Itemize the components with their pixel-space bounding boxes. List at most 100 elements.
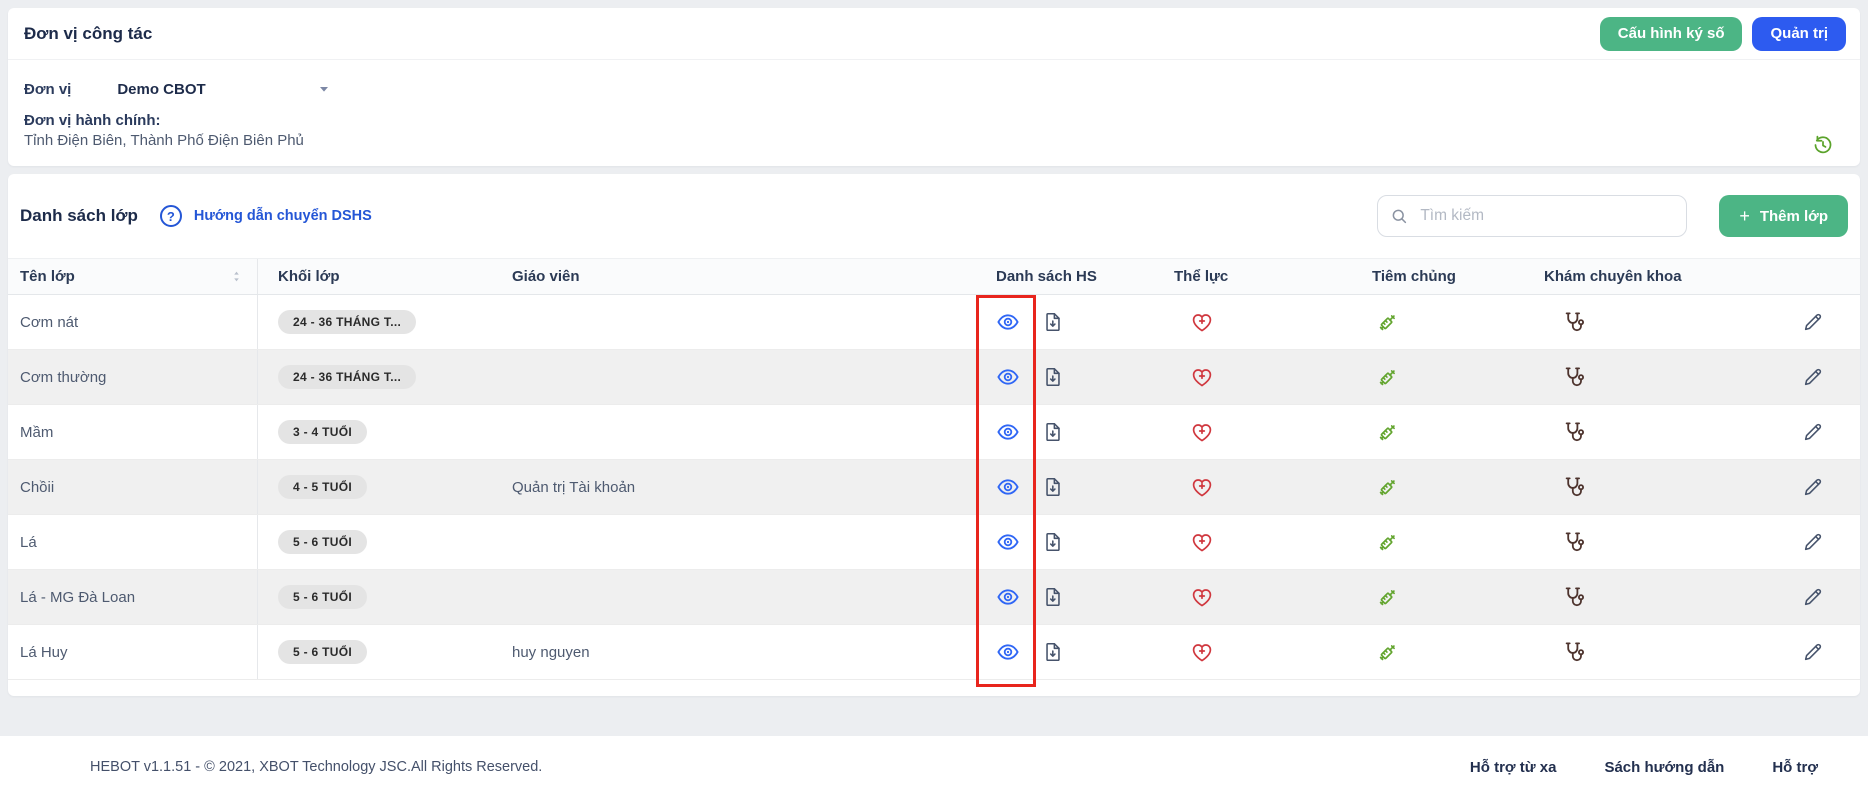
table-row: Cơm thường 24 - 36 THÁNG T... [8, 350, 1860, 405]
table-row: Lá Huy 5 - 6 TUỔI huy nguyen [8, 625, 1860, 680]
specialist-stethoscope-icon[interactable] [1562, 475, 1586, 499]
refresh-history-icon[interactable] [1812, 134, 1834, 156]
fitness-heart-icon[interactable] [1190, 585, 1214, 609]
view-students-eye-icon[interactable] [996, 640, 1020, 664]
specialist-stethoscope-icon[interactable] [1562, 640, 1586, 664]
search-input[interactable] [1420, 207, 1675, 225]
table-row: Cơm nát 24 - 36 THÁNG T... [8, 295, 1860, 350]
specialist-stethoscope-icon[interactable] [1562, 365, 1586, 389]
grade-badge: 24 - 36 THÁNG T... [278, 310, 417, 334]
table-row: Lá - MG Đà Loan 5 - 6 TUỔI [8, 570, 1860, 625]
class-name: Lá [20, 533, 37, 551]
support-link[interactable]: Hỗ trợ [1772, 758, 1818, 776]
specialist-stethoscope-icon[interactable] [1562, 420, 1586, 444]
class-name: Lá Huy [20, 643, 68, 661]
unit-label: Đơn vị [24, 80, 72, 98]
col-header-class-name: Tên lớp [20, 268, 75, 285]
unit-select-value[interactable]: Demo CBOT [117, 80, 206, 98]
view-students-eye-icon[interactable] [996, 475, 1020, 499]
class-name: Chồii [20, 478, 55, 496]
class-name: Mầm [20, 423, 54, 441]
vaccination-syringe-icon[interactable] [1376, 640, 1400, 664]
grade-badge: 4 - 5 TUỔI [278, 475, 368, 499]
vaccination-syringe-icon[interactable] [1376, 420, 1400, 444]
copyright-text: HEBOT v1.1.51 - © 2021, XBOT Technology … [90, 759, 543, 775]
export-file-icon[interactable] [1042, 421, 1064, 443]
specialist-stethoscope-icon[interactable] [1562, 310, 1586, 334]
work-unit-header: Đơn vị công tác Cấu hình ký số Quản trị [8, 8, 1860, 60]
fitness-heart-icon[interactable] [1190, 365, 1214, 389]
grade-badge: 5 - 6 TUỔI [278, 585, 368, 609]
admin-button[interactable]: Quản trị [1752, 16, 1846, 51]
col-header-specialist: Khám chuyên khoa [1544, 268, 1682, 285]
col-header-student-list: Danh sách HS [996, 268, 1097, 285]
table-header-row: Tên lớp Khối lớp Giáo viên Danh sách HS … [8, 258, 1860, 295]
admin-unit-label: Đơn vị hành chính: [24, 112, 161, 129]
class-name: Cơm thường [20, 368, 107, 386]
specialist-stethoscope-icon[interactable] [1562, 585, 1586, 609]
vaccination-syringe-icon[interactable] [1376, 475, 1400, 499]
col-header-fitness: Thể lực [1174, 268, 1229, 285]
plus-icon: + [1739, 205, 1750, 226]
view-students-eye-icon[interactable] [996, 585, 1020, 609]
class-list-card: Danh sách lớp ? Hướng dẫn chuyển DSHS + … [8, 174, 1860, 696]
section-title: Danh sách lớp [20, 206, 138, 225]
view-students-eye-icon[interactable] [996, 530, 1020, 554]
vaccination-syringe-icon[interactable] [1376, 310, 1400, 334]
table-body: Cơm nát 24 - 36 THÁNG T... Cơm thường 24… [8, 295, 1860, 680]
fitness-heart-icon[interactable] [1190, 475, 1214, 499]
page-title: Đơn vị công tác [24, 23, 153, 43]
table-row: Lá 5 - 6 TUỔI [8, 515, 1860, 570]
view-students-eye-icon[interactable] [996, 310, 1020, 334]
sort-icon[interactable] [230, 270, 243, 283]
table-row: Chồii 4 - 5 TUỔI Quản trị Tài khoản [8, 460, 1860, 515]
transfer-guide-link[interactable]: Hướng dẫn chuyển DSHS [193, 208, 372, 224]
grade-badge: 5 - 6 TUỔI [278, 640, 368, 664]
edit-pencil-icon[interactable] [1802, 421, 1824, 443]
export-file-icon[interactable] [1042, 586, 1064, 608]
search-box[interactable] [1377, 195, 1688, 237]
class-name: Cơm nát [20, 313, 79, 331]
work-unit-card: Đơn vị công tác Cấu hình ký số Quản trị … [8, 8, 1860, 166]
edit-pencil-icon[interactable] [1802, 586, 1824, 608]
col-header-teacher: Giáo viên [512, 268, 580, 285]
grade-badge: 24 - 36 THÁNG T... [278, 365, 417, 389]
question-circle-icon[interactable]: ? [159, 205, 182, 227]
edit-pencil-icon[interactable] [1802, 641, 1824, 663]
grade-badge: 5 - 6 TUỔI [278, 530, 368, 554]
edit-pencil-icon[interactable] [1802, 531, 1824, 553]
fitness-heart-icon[interactable] [1190, 640, 1214, 664]
admin-unit-value: Tỉnh Điện Biên, Thành Phố Điện Biên Phủ [24, 132, 304, 149]
grade-badge: 3 - 4 TUỔI [278, 420, 368, 444]
export-file-icon[interactable] [1042, 476, 1064, 498]
export-file-icon[interactable] [1042, 366, 1064, 388]
remote-support-link[interactable]: Hỗ trợ từ xa [1469, 758, 1557, 776]
add-class-button[interactable]: + Thêm lớp [1719, 195, 1848, 237]
fitness-heart-icon[interactable] [1190, 310, 1214, 334]
vaccination-syringe-icon[interactable] [1376, 585, 1400, 609]
sign-config-button[interactable]: Cấu hình ký số [1599, 16, 1743, 51]
col-header-grade: Khối lớp [278, 268, 340, 285]
col-header-vaccination: Tiêm chủng [1372, 268, 1456, 285]
edit-pencil-icon[interactable] [1802, 476, 1824, 498]
specialist-stethoscope-icon[interactable] [1562, 530, 1586, 554]
footer: HEBOT v1.1.51 - © 2021, XBOT Technology … [0, 736, 1868, 798]
edit-pencil-icon[interactable] [1802, 366, 1824, 388]
vaccination-syringe-icon[interactable] [1376, 365, 1400, 389]
manual-link[interactable]: Sách hướng dẫn [1604, 758, 1725, 776]
teacher-name: huy nguyen [512, 643, 590, 661]
export-file-icon[interactable] [1042, 641, 1064, 663]
fitness-heart-icon[interactable] [1190, 530, 1214, 554]
export-file-icon[interactable] [1042, 531, 1064, 553]
view-students-eye-icon[interactable] [996, 420, 1020, 444]
fitness-heart-icon[interactable] [1190, 420, 1214, 444]
edit-pencil-icon[interactable] [1802, 311, 1824, 333]
view-students-eye-icon[interactable] [996, 365, 1020, 389]
export-file-icon[interactable] [1042, 311, 1064, 333]
teacher-name: Quản trị Tài khoản [512, 478, 636, 496]
vaccination-syringe-icon[interactable] [1376, 530, 1400, 554]
search-icon [1390, 207, 1408, 225]
chevron-down-icon[interactable] [316, 81, 332, 97]
class-name: Lá - MG Đà Loan [20, 588, 136, 606]
table-row: Mầm 3 - 4 TUỔI [8, 405, 1860, 460]
